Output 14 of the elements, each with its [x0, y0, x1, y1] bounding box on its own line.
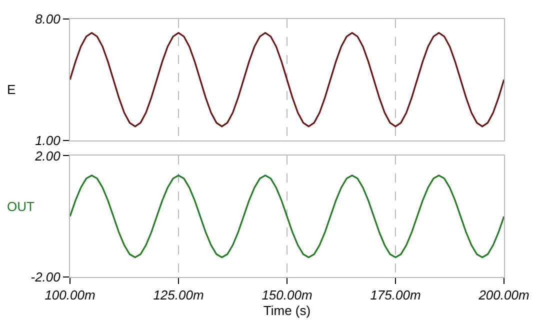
- x-tick-label: 175.00m: [370, 288, 421, 303]
- y-tick-label: -2.00: [30, 270, 62, 285]
- y-tick-label: 8.00: [35, 12, 62, 27]
- y-tick-label: 2.00: [34, 148, 62, 164]
- line-series: [70, 32, 504, 128]
- line-series: [70, 174, 504, 258]
- x-tick-label: 150.00m: [262, 288, 312, 303]
- x-tick-label: 125.00m: [153, 288, 204, 303]
- x-tick-label: 200.00m: [478, 288, 530, 303]
- y-tick-label: 1.00: [35, 132, 62, 148]
- y-axis-title: OUT: [7, 199, 34, 214]
- y-axis-title: E: [7, 82, 16, 97]
- x-tick-label: 100.00m: [44, 288, 96, 303]
- x-axis-title: Time (s): [263, 303, 311, 318]
